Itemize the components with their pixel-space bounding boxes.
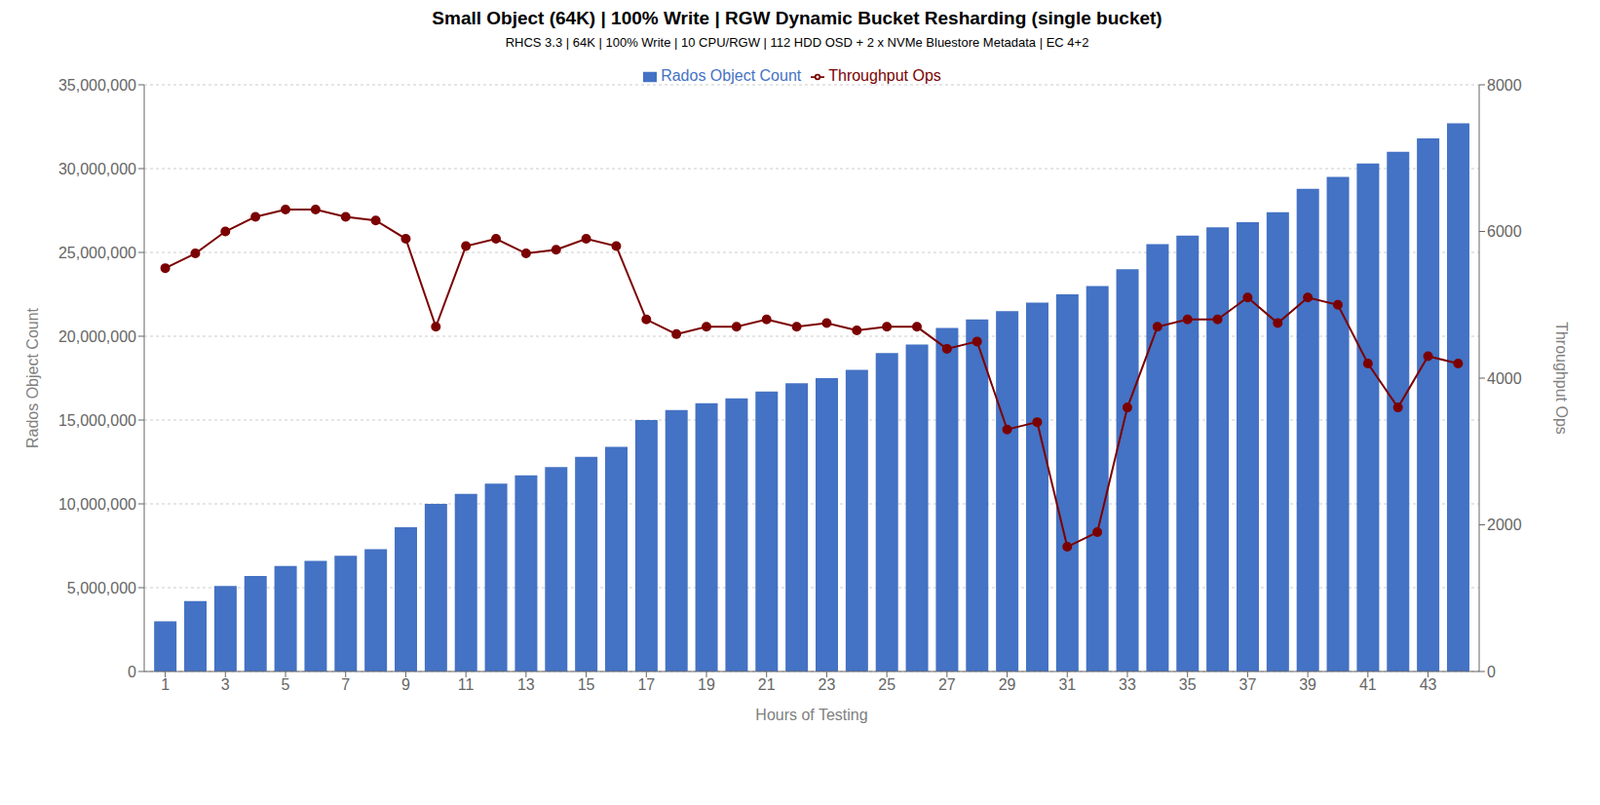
svg-text:35: 35 (1179, 676, 1197, 693)
svg-text:41: 41 (1359, 676, 1377, 693)
svg-text:21: 21 (758, 676, 776, 693)
svg-text:39: 39 (1298, 676, 1317, 693)
svg-text:37: 37 (1239, 676, 1258, 693)
svg-text:15: 15 (577, 676, 596, 693)
svg-text:31: 31 (1058, 676, 1076, 693)
svg-text:27: 27 (938, 676, 956, 693)
svg-text:5,000,000: 5,000,000 (67, 579, 137, 597)
svg-text:1: 1 (160, 676, 170, 693)
html-text:Rados Object Count: Rados Object Count (660, 67, 802, 84)
svg-text:7: 7 (341, 676, 350, 693)
svg-text:23: 23 (818, 676, 837, 693)
html-text:Small Object (64K) | 100% Writ: Small Object (64K) | 100% Write | RGW Dy… (431, 7, 1163, 29)
svg-text:15,000,000: 15,000,000 (58, 412, 137, 429)
svg-text:11: 11 (457, 676, 475, 693)
svg-text:Hours of Testing: Hours of Testing (755, 706, 868, 724)
html-text:RHCS 3.3 | 64K | 100% Write |: RHCS 3.3 | 64K | 100% Write | 10 CPU/RGW… (505, 35, 1089, 50)
svg-text:20,000,000: 20,000,000 (58, 328, 137, 345)
svg-text:43: 43 (1419, 676, 1438, 693)
svg-text:Throughput Ops: Throughput Ops (1553, 321, 1570, 435)
svg-text:17: 17 (637, 676, 655, 693)
html-text:Throughput Ops: Throughput Ops (828, 67, 942, 84)
svg-text:33: 33 (1118, 676, 1137, 693)
svg-text:6000: 6000 (1486, 223, 1523, 240)
svg-text:9: 9 (401, 676, 411, 693)
svg-text:Rados Object Count: Rados Object Count (24, 306, 41, 449)
svg-text:0: 0 (1486, 663, 1496, 681)
svg-text:29: 29 (998, 676, 1017, 693)
svg-text:13: 13 (517, 676, 535, 693)
svg-text:2000: 2000 (1486, 516, 1523, 534)
svg-text:0: 0 (127, 663, 137, 681)
svg-text:8000: 8000 (1486, 76, 1523, 94)
svg-text:25: 25 (877, 676, 896, 693)
svg-text:25,000,000: 25,000,000 (58, 244, 137, 262)
svg-text:35,000,000: 35,000,000 (58, 76, 137, 94)
svg-text:4000: 4000 (1486, 370, 1523, 387)
svg-text:3: 3 (221, 676, 230, 693)
svg-text:5: 5 (281, 676, 291, 693)
svg-text:10,000,000: 10,000,000 (58, 495, 137, 513)
svg-text:19: 19 (697, 676, 716, 693)
svg-text:30,000,000: 30,000,000 (58, 160, 137, 178)
